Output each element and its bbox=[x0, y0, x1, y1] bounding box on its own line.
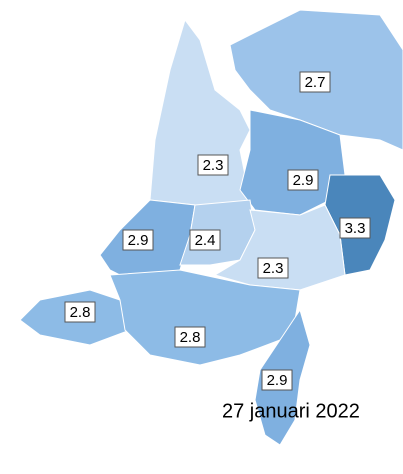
region-value: 2.3 bbox=[263, 260, 284, 277]
region-value: 2.9 bbox=[128, 232, 149, 249]
region-value: 3.3 bbox=[345, 220, 366, 237]
date: 27 januari 2022 bbox=[222, 400, 360, 422]
region-value: 2.4 bbox=[195, 232, 216, 249]
label-box bbox=[261, 369, 293, 391]
region-value: 2.8 bbox=[70, 304, 91, 321]
label-box bbox=[122, 229, 154, 251]
label-box bbox=[257, 257, 289, 279]
region-value: 2.9 bbox=[267, 372, 288, 389]
region bbox=[109, 269, 301, 366]
label-box bbox=[174, 326, 206, 348]
region-value: 2.9 bbox=[293, 172, 314, 189]
region bbox=[239, 109, 346, 216]
label-box bbox=[189, 229, 221, 251]
label-box bbox=[299, 71, 331, 93]
label-box bbox=[197, 154, 229, 176]
label-box bbox=[339, 217, 371, 239]
region-value: 2.7 bbox=[305, 74, 326, 91]
region-value: 2.8 bbox=[180, 329, 201, 346]
label-box bbox=[64, 301, 96, 323]
label-box bbox=[287, 169, 319, 191]
region-value: 2.3 bbox=[203, 157, 224, 174]
